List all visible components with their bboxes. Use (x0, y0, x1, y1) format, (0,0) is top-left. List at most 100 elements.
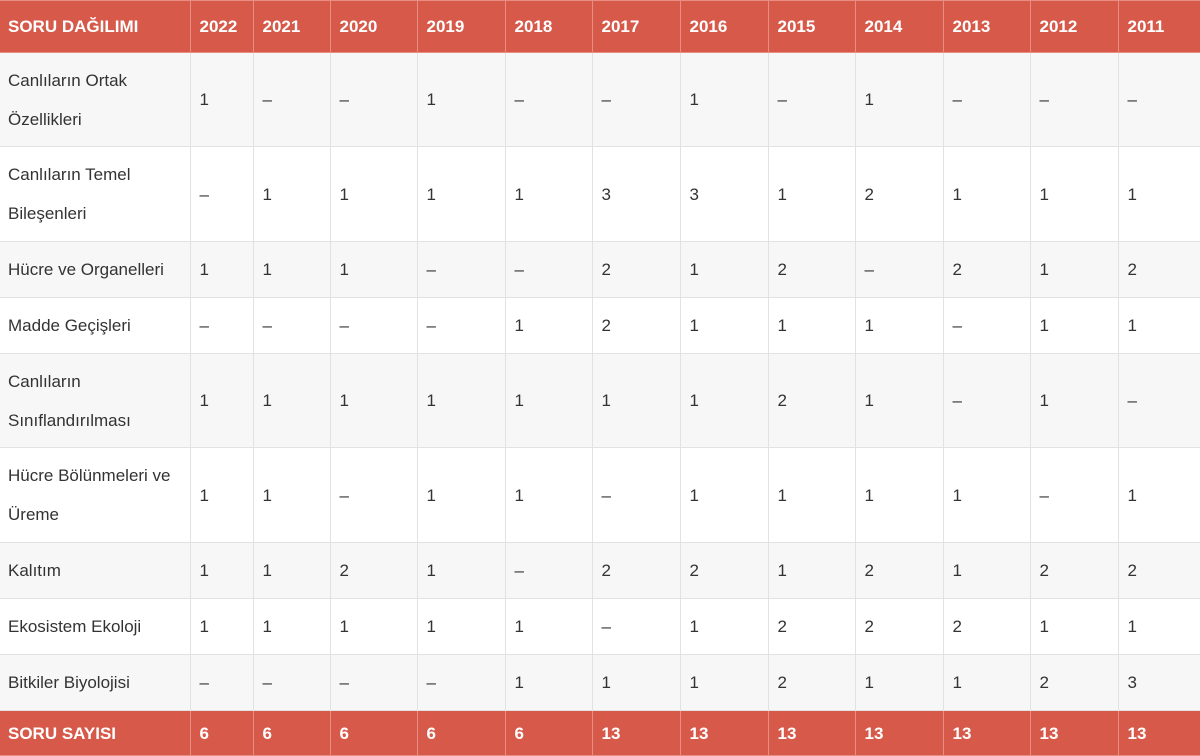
count-cell: 1 (416, 447, 506, 543)
total-cell: 6 (252, 710, 331, 756)
count-cell: 2 (591, 241, 681, 298)
total-cell: 13 (1029, 710, 1119, 756)
count-cell: 1 (767, 542, 856, 599)
count-cell: 1 (679, 598, 769, 655)
count-cell: 2 (942, 598, 1031, 655)
count-cell: – (1029, 52, 1119, 147)
count-cell: – (942, 353, 1031, 448)
count-cell: 1 (504, 353, 593, 448)
count-cell: – (767, 52, 856, 147)
count-cell: 1 (679, 241, 769, 298)
count-cell: 2 (854, 598, 944, 655)
count-cell: – (504, 542, 593, 599)
count-cell: – (252, 52, 331, 147)
count-cell: – (416, 654, 506, 711)
count-cell: 1 (1117, 598, 1200, 655)
count-cell: 1 (942, 447, 1031, 543)
count-cell: 1 (1117, 146, 1200, 242)
count-cell: – (591, 598, 681, 655)
count-cell: 2 (942, 241, 1031, 298)
total-cell: 13 (1117, 710, 1200, 756)
count-cell: 1 (942, 146, 1031, 242)
count-cell: 1 (189, 52, 254, 147)
count-cell: – (329, 52, 418, 147)
count-cell: 1 (1117, 297, 1200, 354)
count-cell: 1 (189, 542, 254, 599)
total-cell: 6 (416, 710, 506, 756)
count-cell: 1 (679, 353, 769, 448)
count-cell: – (1029, 447, 1119, 543)
count-cell: 1 (591, 654, 681, 711)
count-cell: 1 (1029, 146, 1119, 242)
count-cell: 1 (854, 447, 944, 543)
count-cell: 3 (679, 146, 769, 242)
topic-cell: Canlıların Sınıflandırılması (0, 353, 191, 448)
count-cell: 2 (1029, 542, 1119, 599)
count-cell: 2 (767, 654, 856, 711)
topic-cell: Kalıtım (0, 542, 191, 599)
year-header: 2021 (252, 0, 331, 53)
count-cell: 1 (504, 146, 593, 242)
year-header: 2018 (504, 0, 593, 53)
count-cell: 1 (329, 353, 418, 448)
count-cell: 1 (189, 353, 254, 448)
topic-cell: Canlıların Ortak Özellikleri (0, 52, 191, 147)
topic-row: Hücre ve Organelleri 1 1 1– –2 1 2–2 1 2 (0, 241, 1200, 298)
total-cell: 6 (329, 710, 418, 756)
count-cell: 3 (591, 146, 681, 242)
count-cell: 2 (591, 542, 681, 599)
count-cell: – (189, 146, 254, 242)
topic-cell: Bitkiler Biyolojisi (0, 654, 191, 711)
count-cell: 1 (854, 52, 944, 147)
count-cell: 1 (767, 146, 856, 242)
count-cell: – (416, 297, 506, 354)
count-cell: – (1117, 52, 1200, 147)
count-cell: 2 (854, 146, 944, 242)
count-cell: – (504, 52, 593, 147)
year-header: 2015 (767, 0, 856, 53)
footer-row: SORU SAYISI 6 6 6 6 6 13 13 13 13 13 13 13 (0, 710, 1200, 756)
count-cell: 1 (679, 297, 769, 354)
count-cell: 1 (1029, 241, 1119, 298)
count-cell: 1 (679, 52, 769, 147)
count-cell: 2 (1029, 654, 1119, 711)
count-cell: 1 (252, 542, 331, 599)
count-cell: – (329, 654, 418, 711)
count-cell: – (591, 52, 681, 147)
count-cell: – (504, 241, 593, 298)
topic-cell: Canlıların Temel Bileşenleri (0, 146, 191, 242)
count-cell: – (252, 654, 331, 711)
year-header: 2017 (591, 0, 681, 53)
topic-cell: Hücre ve Organelleri (0, 241, 191, 298)
count-cell: – (189, 297, 254, 354)
total-cell: 13 (942, 710, 1031, 756)
year-header: 2020 (329, 0, 418, 53)
count-cell: 2 (1117, 241, 1200, 298)
count-cell: – (416, 241, 506, 298)
topic-row: Bitkiler Biyolojisi – – – –1 1 1 2 1 1 2 3 (0, 654, 1200, 711)
count-cell: 1 (189, 241, 254, 298)
count-cell: 1 (591, 353, 681, 448)
year-header: 2014 (854, 0, 944, 53)
count-cell: 2 (591, 297, 681, 354)
count-cell: 1 (1029, 353, 1119, 448)
topic-cell: Hücre Bölünmeleri ve Üreme (0, 447, 191, 543)
count-cell: 2 (679, 542, 769, 599)
year-header: 2011 (1117, 0, 1200, 53)
count-cell: 1 (504, 447, 593, 543)
total-cell: 13 (679, 710, 769, 756)
topic-row: Canlıların Ortak Özellikleri 1– –1– –1–1– – – (0, 52, 1200, 147)
count-cell: 2 (329, 542, 418, 599)
year-header: 2013 (942, 0, 1031, 53)
count-cell: 1 (252, 146, 331, 242)
topic-header: SORU DAĞILIMI (0, 0, 191, 53)
count-cell: 1 (1029, 598, 1119, 655)
count-cell: 1 (189, 447, 254, 543)
year-header: 2012 (1029, 0, 1119, 53)
count-cell: 1 (252, 353, 331, 448)
count-cell: 1 (189, 598, 254, 655)
count-cell: 1 (679, 654, 769, 711)
total-cell: 6 (189, 710, 254, 756)
